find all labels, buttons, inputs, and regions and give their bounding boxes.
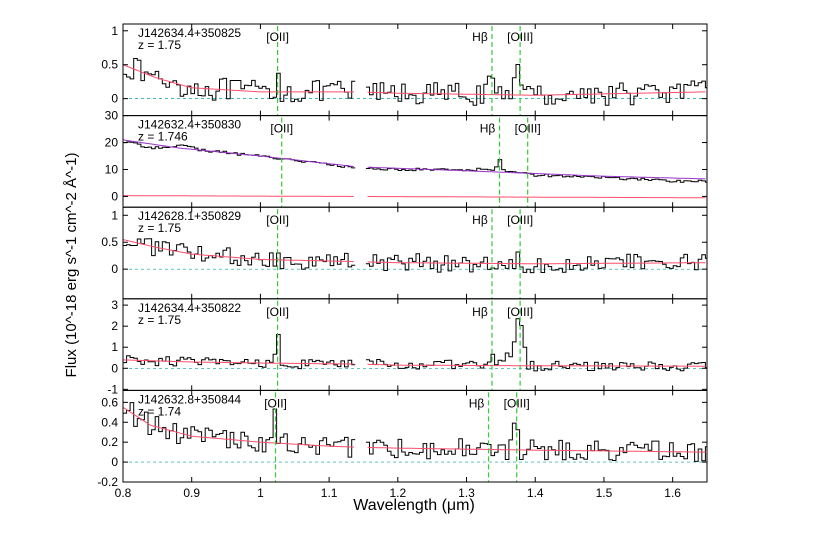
y-tick-label: 0 <box>111 189 118 203</box>
line-label: [OIII] <box>515 122 541 136</box>
y-tick-label: -1 <box>107 382 118 396</box>
line-label: Hβ <box>472 30 488 44</box>
x-tick-label: 0.8 <box>115 486 132 500</box>
x-tick-label: 1.3 <box>458 486 475 500</box>
line-label: Hβ <box>469 396 485 410</box>
y-tick-label: 3 <box>111 298 118 312</box>
y-axis-label: Flux (10^-18 erg s^-1 cm^-2 Å^-1) <box>63 153 80 378</box>
y-tick-label: 30 <box>105 109 119 123</box>
y-tick-label: 0.4 <box>101 415 118 429</box>
source-name: J142628.1+350829 <box>138 209 241 223</box>
panel-plot-area <box>123 318 707 372</box>
y-tick-label: 1 <box>111 208 118 222</box>
redshift-label: z = 1.75 <box>138 221 181 235</box>
line-label: [OIII] <box>504 396 530 410</box>
source-name: J142634.4+350825 <box>138 26 241 40</box>
line-label: Hβ <box>472 213 488 227</box>
y-tick-label: 0 <box>111 361 118 375</box>
panel-5: [OII] Hβ [OIII] -0.2 0 0.2 0.4 0.6 J142632.8+350… <box>97 389 708 489</box>
y-tick-label: 0 <box>111 262 118 276</box>
spectrum-trace <box>123 238 707 274</box>
x-tick-label: 0.9 <box>183 486 200 500</box>
source-name: J142632.4+350830 <box>138 118 241 132</box>
line-label: [OIII] <box>507 30 533 44</box>
y-tick-label: 0.2 <box>101 435 118 449</box>
redshift-label: z = 1.75 <box>138 313 181 327</box>
x-tick-label: 1.1 <box>321 486 338 500</box>
x-tick-label: 1.4 <box>527 486 544 500</box>
x-tick-label: 1.2 <box>389 486 406 500</box>
model-trace-alt <box>123 139 706 180</box>
source-name: J142634.4+350822 <box>138 301 241 315</box>
y-tick-label: 0 <box>111 92 118 106</box>
line-label: [OII] <box>266 213 289 227</box>
y-tick-label: 0.5 <box>101 235 118 249</box>
y-tick-label: 0.5 <box>101 58 118 72</box>
line-label: Hβ <box>472 305 488 319</box>
y-tick-label: -0.2 <box>97 475 118 489</box>
model-trace <box>123 239 706 265</box>
x-axis: 0.8 0.9 1 1.1 1.2 1.3 1.4 1.5 1.6 <box>115 486 682 500</box>
redshift-label: z = 1.74 <box>138 404 181 418</box>
panel-plot-area <box>123 58 707 106</box>
panel-plot-area <box>123 139 707 199</box>
model-trace <box>123 359 706 367</box>
y-tick-label: 2 <box>111 319 118 333</box>
line-label: [OII] <box>266 305 289 319</box>
panel-plot-area <box>123 238 707 274</box>
y-tick-label: 1 <box>111 24 118 38</box>
source-name: J142632.8+350844 <box>138 392 241 406</box>
panel-plot-area <box>123 402 707 463</box>
y-tick-label: 20 <box>105 136 119 150</box>
model-trace <box>123 406 706 453</box>
redshift-label: z = 1.75 <box>138 38 181 52</box>
x-tick-label: 1.5 <box>596 486 613 500</box>
line-label: [OII] <box>266 30 289 44</box>
y-tick-label: 10 <box>105 162 119 176</box>
baseline-trace <box>123 195 706 199</box>
line-label: [OIII] <box>507 213 533 227</box>
y-tick-label: 0.6 <box>101 395 118 409</box>
spectrum-trace <box>123 402 707 462</box>
line-label: Hβ <box>480 122 496 136</box>
panel-frame <box>122 389 708 483</box>
x-tick-label: 1.6 <box>664 486 681 500</box>
x-axis-label: Wavelength (μm) <box>353 497 475 514</box>
redshift-label: z = 1.746 <box>138 130 188 144</box>
model-trace <box>123 64 706 96</box>
y-tick-label: 1 <box>111 340 118 354</box>
x-tick-label: 1 <box>257 486 264 500</box>
line-label: [OII] <box>264 396 287 410</box>
line-label: [OII] <box>270 122 293 136</box>
y-tick-label: 0 <box>111 455 118 469</box>
line-label: [OIII] <box>507 305 533 319</box>
